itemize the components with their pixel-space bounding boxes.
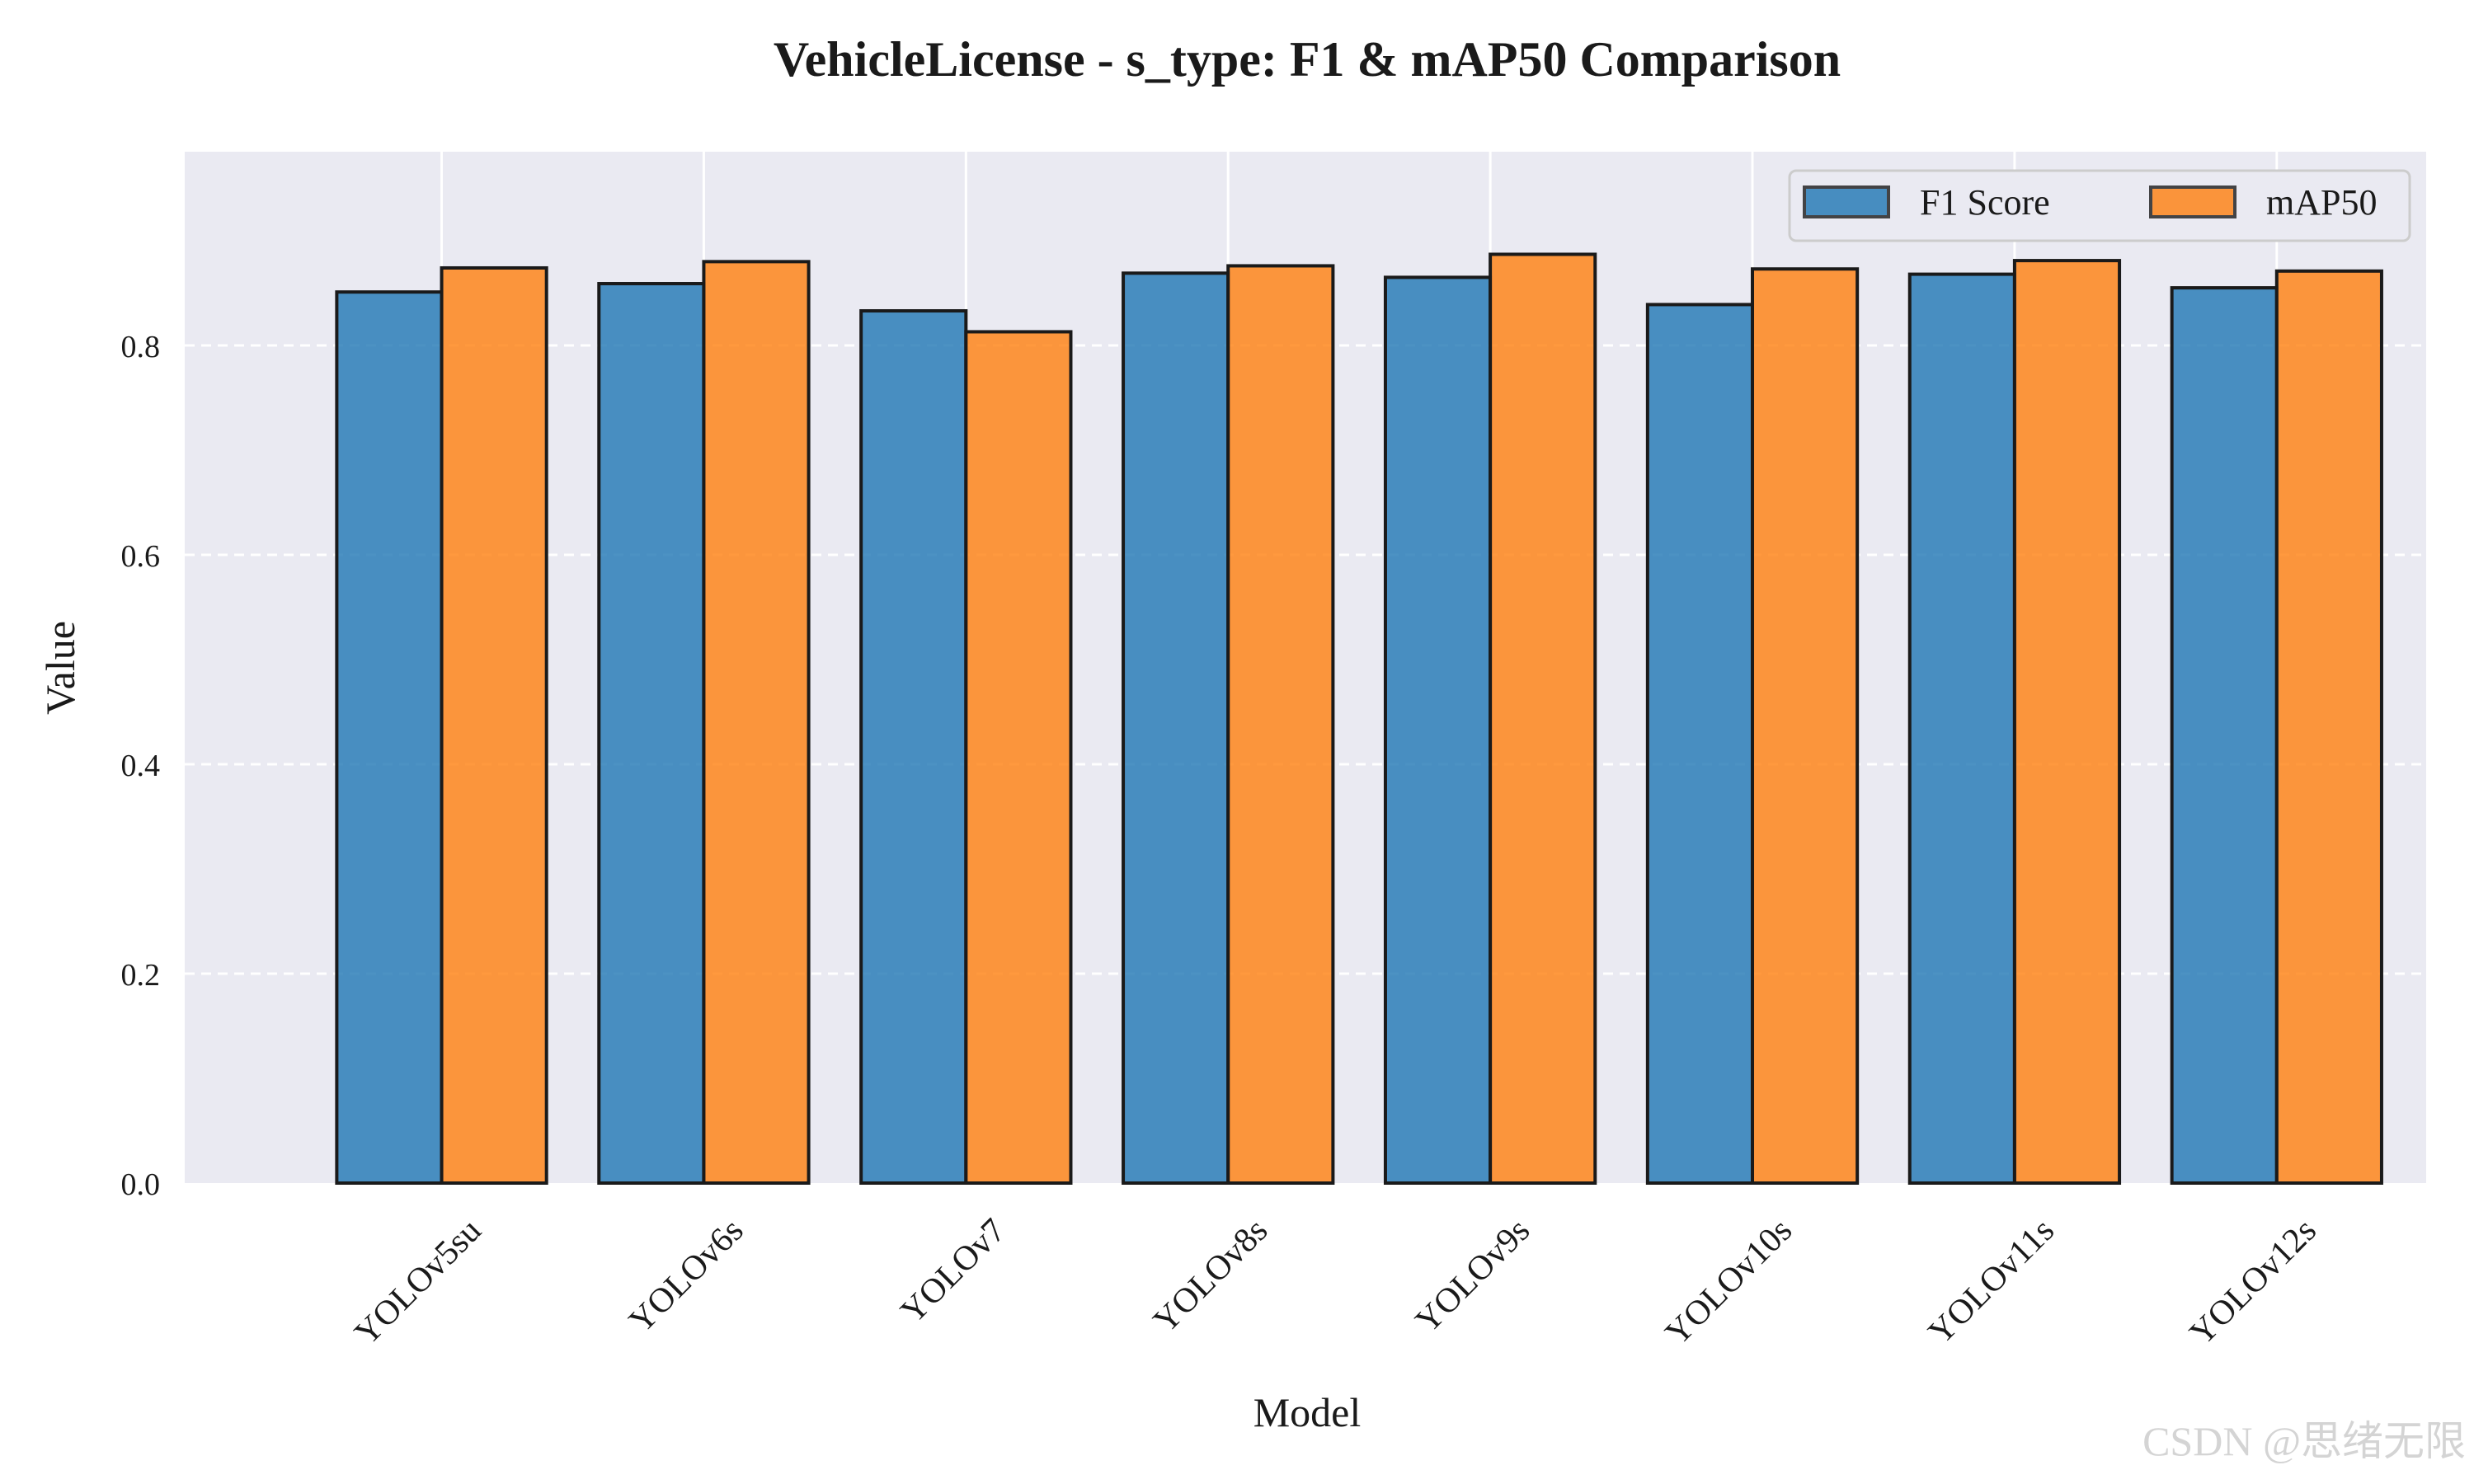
bar-f1-yolov6s: [597, 282, 706, 1186]
y-tick-label: 0.2: [121, 958, 161, 993]
x-tick-label: YOLOv10s: [1658, 1212, 1799, 1353]
x-tick-label: YOLOv11s: [1921, 1212, 2062, 1352]
bar-map50-yolov6s: [702, 260, 811, 1185]
x-tick-label: YOLOv6s: [622, 1212, 750, 1341]
bar-map50-yolov12s: [2274, 269, 2383, 1186]
x-tick-label: YOLOv8s: [1146, 1212, 1275, 1341]
bar-f1-yolov8s: [1122, 271, 1230, 1185]
bar-map50-yolov11s: [2012, 259, 2122, 1185]
x-tick-label: YOLOv7: [894, 1212, 1014, 1331]
bar-f1-yolov10s: [1645, 303, 1755, 1186]
legend-label-f1: F1 Score: [1920, 182, 2050, 223]
bar-map50-yolov9s: [1489, 252, 1597, 1185]
y-tick-label: 0.6: [121, 539, 161, 574]
y-tick-label: 0.8: [121, 330, 161, 364]
bar-f1-yolov7: [859, 309, 968, 1185]
y-axis-label: Value: [37, 621, 83, 715]
x-axis-label: Model: [1253, 1389, 1362, 1435]
chart-title: VehicleLicense - s_type: F1 & mAP50 Comp…: [774, 32, 1841, 87]
x-tick-label: YOLOv9s: [1409, 1212, 1537, 1341]
legend-swatch-map50: [2149, 186, 2236, 218]
legend-label-map50: mAP50: [2266, 182, 2377, 223]
watermark: CSDN @思绪无限: [2142, 1418, 2466, 1464]
bar-f1-yolov11s: [1907, 272, 2016, 1185]
bar-f1-yolov12s: [2170, 286, 2279, 1186]
bar-map50-yolov7: [964, 330, 1073, 1185]
x-tick-label: YOLOv5su: [347, 1212, 488, 1353]
bar-f1-yolov5su: [335, 290, 444, 1186]
legend: F1 Score mAP50: [1788, 169, 2411, 242]
x-tick-label: YOLOv12s: [2183, 1212, 2324, 1353]
bar-map50-yolov8s: [1226, 264, 1335, 1185]
bar-f1-yolov9s: [1383, 275, 1493, 1185]
bar-map50-yolov5su: [440, 265, 548, 1186]
legend-swatch-f1: [1803, 186, 1890, 218]
legend-frame: [1788, 169, 2411, 242]
bar-map50-yolov10s: [1751, 267, 1860, 1185]
y-tick-label: 0.4: [121, 749, 161, 783]
y-tick-label: 0.0: [121, 1167, 161, 1202]
